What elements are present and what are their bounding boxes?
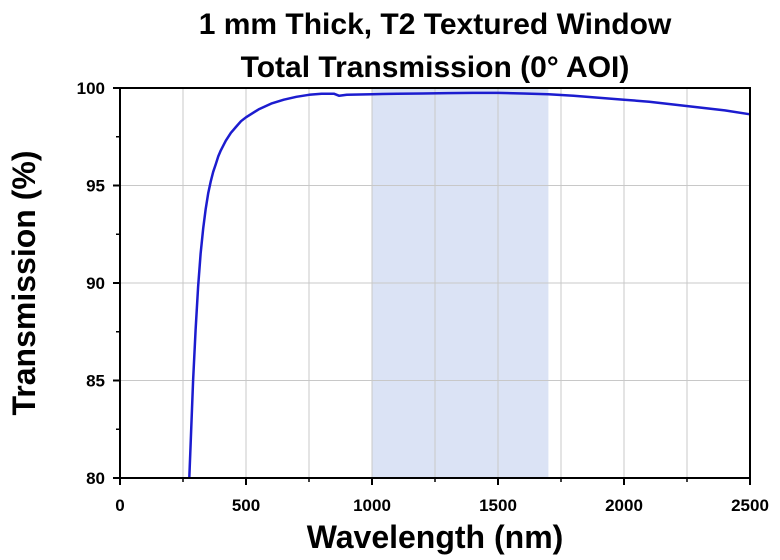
x-tick-label: 1500 [479, 496, 517, 515]
y-axis-label: Transmission (%) [6, 151, 42, 416]
chart-title-line1: 1 mm Thick, T2 Textured Window [199, 8, 672, 41]
x-tick-label: 0 [115, 496, 124, 515]
x-tick-label: 2000 [605, 496, 643, 515]
x-tick-label: 2500 [731, 496, 769, 515]
chart-title-line2: Total Transmission (0° AOI) [241, 51, 630, 84]
y-tick-label: 100 [77, 79, 105, 98]
x-axis-label: Wavelength (nm) [307, 519, 564, 555]
x-tick-label: 1000 [353, 496, 391, 515]
x-tick-label: 500 [232, 496, 260, 515]
y-tick-label: 85 [86, 372, 105, 391]
plot-area: 0 500 1000 1500 2000 2500 80 85 90 95 100 [77, 79, 769, 515]
series-line [188, 91, 751, 479]
y-tick-label: 80 [86, 469, 105, 488]
y-tick-label: 90 [86, 274, 105, 293]
y-tick-label: 95 [86, 177, 105, 196]
